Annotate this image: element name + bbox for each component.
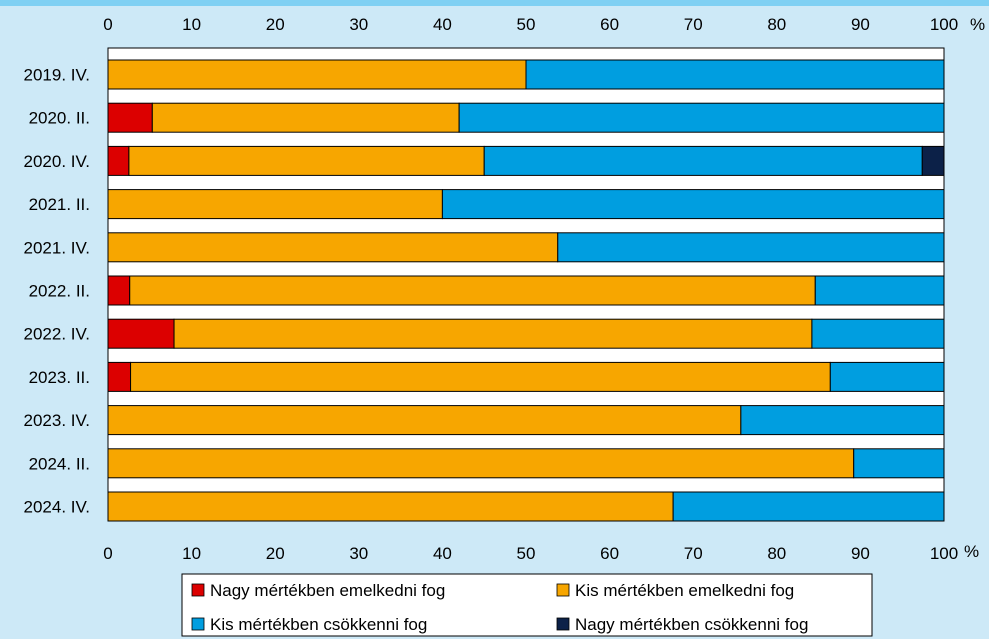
bar-segment: [107, 405, 742, 436]
bar-segment: [107, 361, 132, 392]
bar-segment: [672, 491, 945, 522]
x-tick-label-top: 0: [103, 15, 112, 34]
legend-label: Nagy mértékben csökkenni fog: [575, 615, 808, 634]
x-tick-label-bottom: 0: [103, 544, 112, 563]
x-tick-label-bottom: 70: [684, 544, 703, 563]
legend-box: [181, 573, 873, 637]
legend-swatch: [191, 583, 205, 597]
x-tick-label-top: 60: [600, 15, 619, 34]
percent-unit-bottom: %: [964, 542, 979, 561]
x-tick-label-bottom: 10: [182, 544, 201, 563]
category-label: 2023. II.: [29, 368, 90, 387]
percent-unit-top: %: [970, 15, 985, 34]
x-tick-label-top: 80: [767, 15, 786, 34]
x-tick-label-top: 70: [684, 15, 703, 34]
category-label: 2021. IV.: [24, 238, 91, 257]
bar-segment: [107, 491, 674, 522]
bar-segment: [829, 361, 945, 392]
bar-segment: [740, 405, 945, 436]
bar-segment: [814, 275, 945, 306]
legend-swatch: [556, 583, 570, 597]
bar-segment: [107, 448, 855, 479]
x-tick-label-bottom: 80: [767, 544, 786, 563]
category-label: 2024. II.: [29, 454, 90, 473]
category-label: 2023. IV.: [24, 411, 91, 430]
bar-segment: [107, 102, 153, 133]
bar-segment: [107, 59, 527, 90]
bar-segment: [483, 145, 923, 176]
legend-label: Kis mértékben emelkedni fog: [575, 581, 794, 600]
x-tick-label-top: 90: [851, 15, 870, 34]
category-label: 2022. IV.: [24, 325, 91, 344]
bar-segment: [441, 189, 945, 220]
bar-segment: [811, 318, 945, 349]
x-tick-label-bottom: 40: [433, 544, 452, 563]
x-tick-label-bottom: 90: [851, 544, 870, 563]
bar-segment: [130, 361, 831, 392]
bar-segment: [107, 318, 175, 349]
bar-segment: [557, 232, 945, 263]
bar-segment: [151, 102, 460, 133]
category-label: 2021. II.: [29, 195, 90, 214]
legend-swatch: [191, 617, 205, 631]
category-label: 2019. IV.: [24, 66, 91, 85]
bar-segment: [107, 232, 559, 263]
category-label: 2020. II.: [29, 109, 90, 128]
bar-segment: [853, 448, 945, 479]
bar-segment: [129, 275, 816, 306]
x-tick-label-top: 20: [266, 15, 285, 34]
bar-segment: [458, 102, 945, 133]
bar-segment: [128, 145, 485, 176]
category-label: 2020. IV.: [24, 152, 91, 171]
x-tick-label-bottom: 60: [600, 544, 619, 563]
x-tick-label-top: 30: [349, 15, 368, 34]
x-tick-label-bottom: 20: [266, 544, 285, 563]
legend-label: Kis mértékben csökkenni fog: [210, 615, 427, 634]
x-tick-label-top: 10: [182, 15, 201, 34]
top-strip: [0, 0, 989, 6]
x-tick-label-bottom: 30: [349, 544, 368, 563]
x-tick-label-top: 100: [930, 15, 958, 34]
category-label: 2024. IV.: [24, 498, 91, 517]
x-tick-label-bottom: 100: [930, 544, 958, 563]
bar-segment: [921, 145, 945, 176]
category-label: 2022. II.: [29, 282, 90, 301]
legend-swatch: [556, 617, 570, 631]
legend-label: Nagy mértékben emelkedni fog: [210, 581, 445, 600]
x-tick-label-top: 40: [433, 15, 452, 34]
x-tick-label-top: 50: [517, 15, 536, 34]
bar-segment: [107, 189, 443, 220]
bar-segment: [107, 145, 130, 176]
bar-segment: [525, 59, 945, 90]
bar-segment: [173, 318, 813, 349]
x-tick-label-bottom: 50: [517, 544, 536, 563]
bar-segment: [107, 275, 131, 306]
